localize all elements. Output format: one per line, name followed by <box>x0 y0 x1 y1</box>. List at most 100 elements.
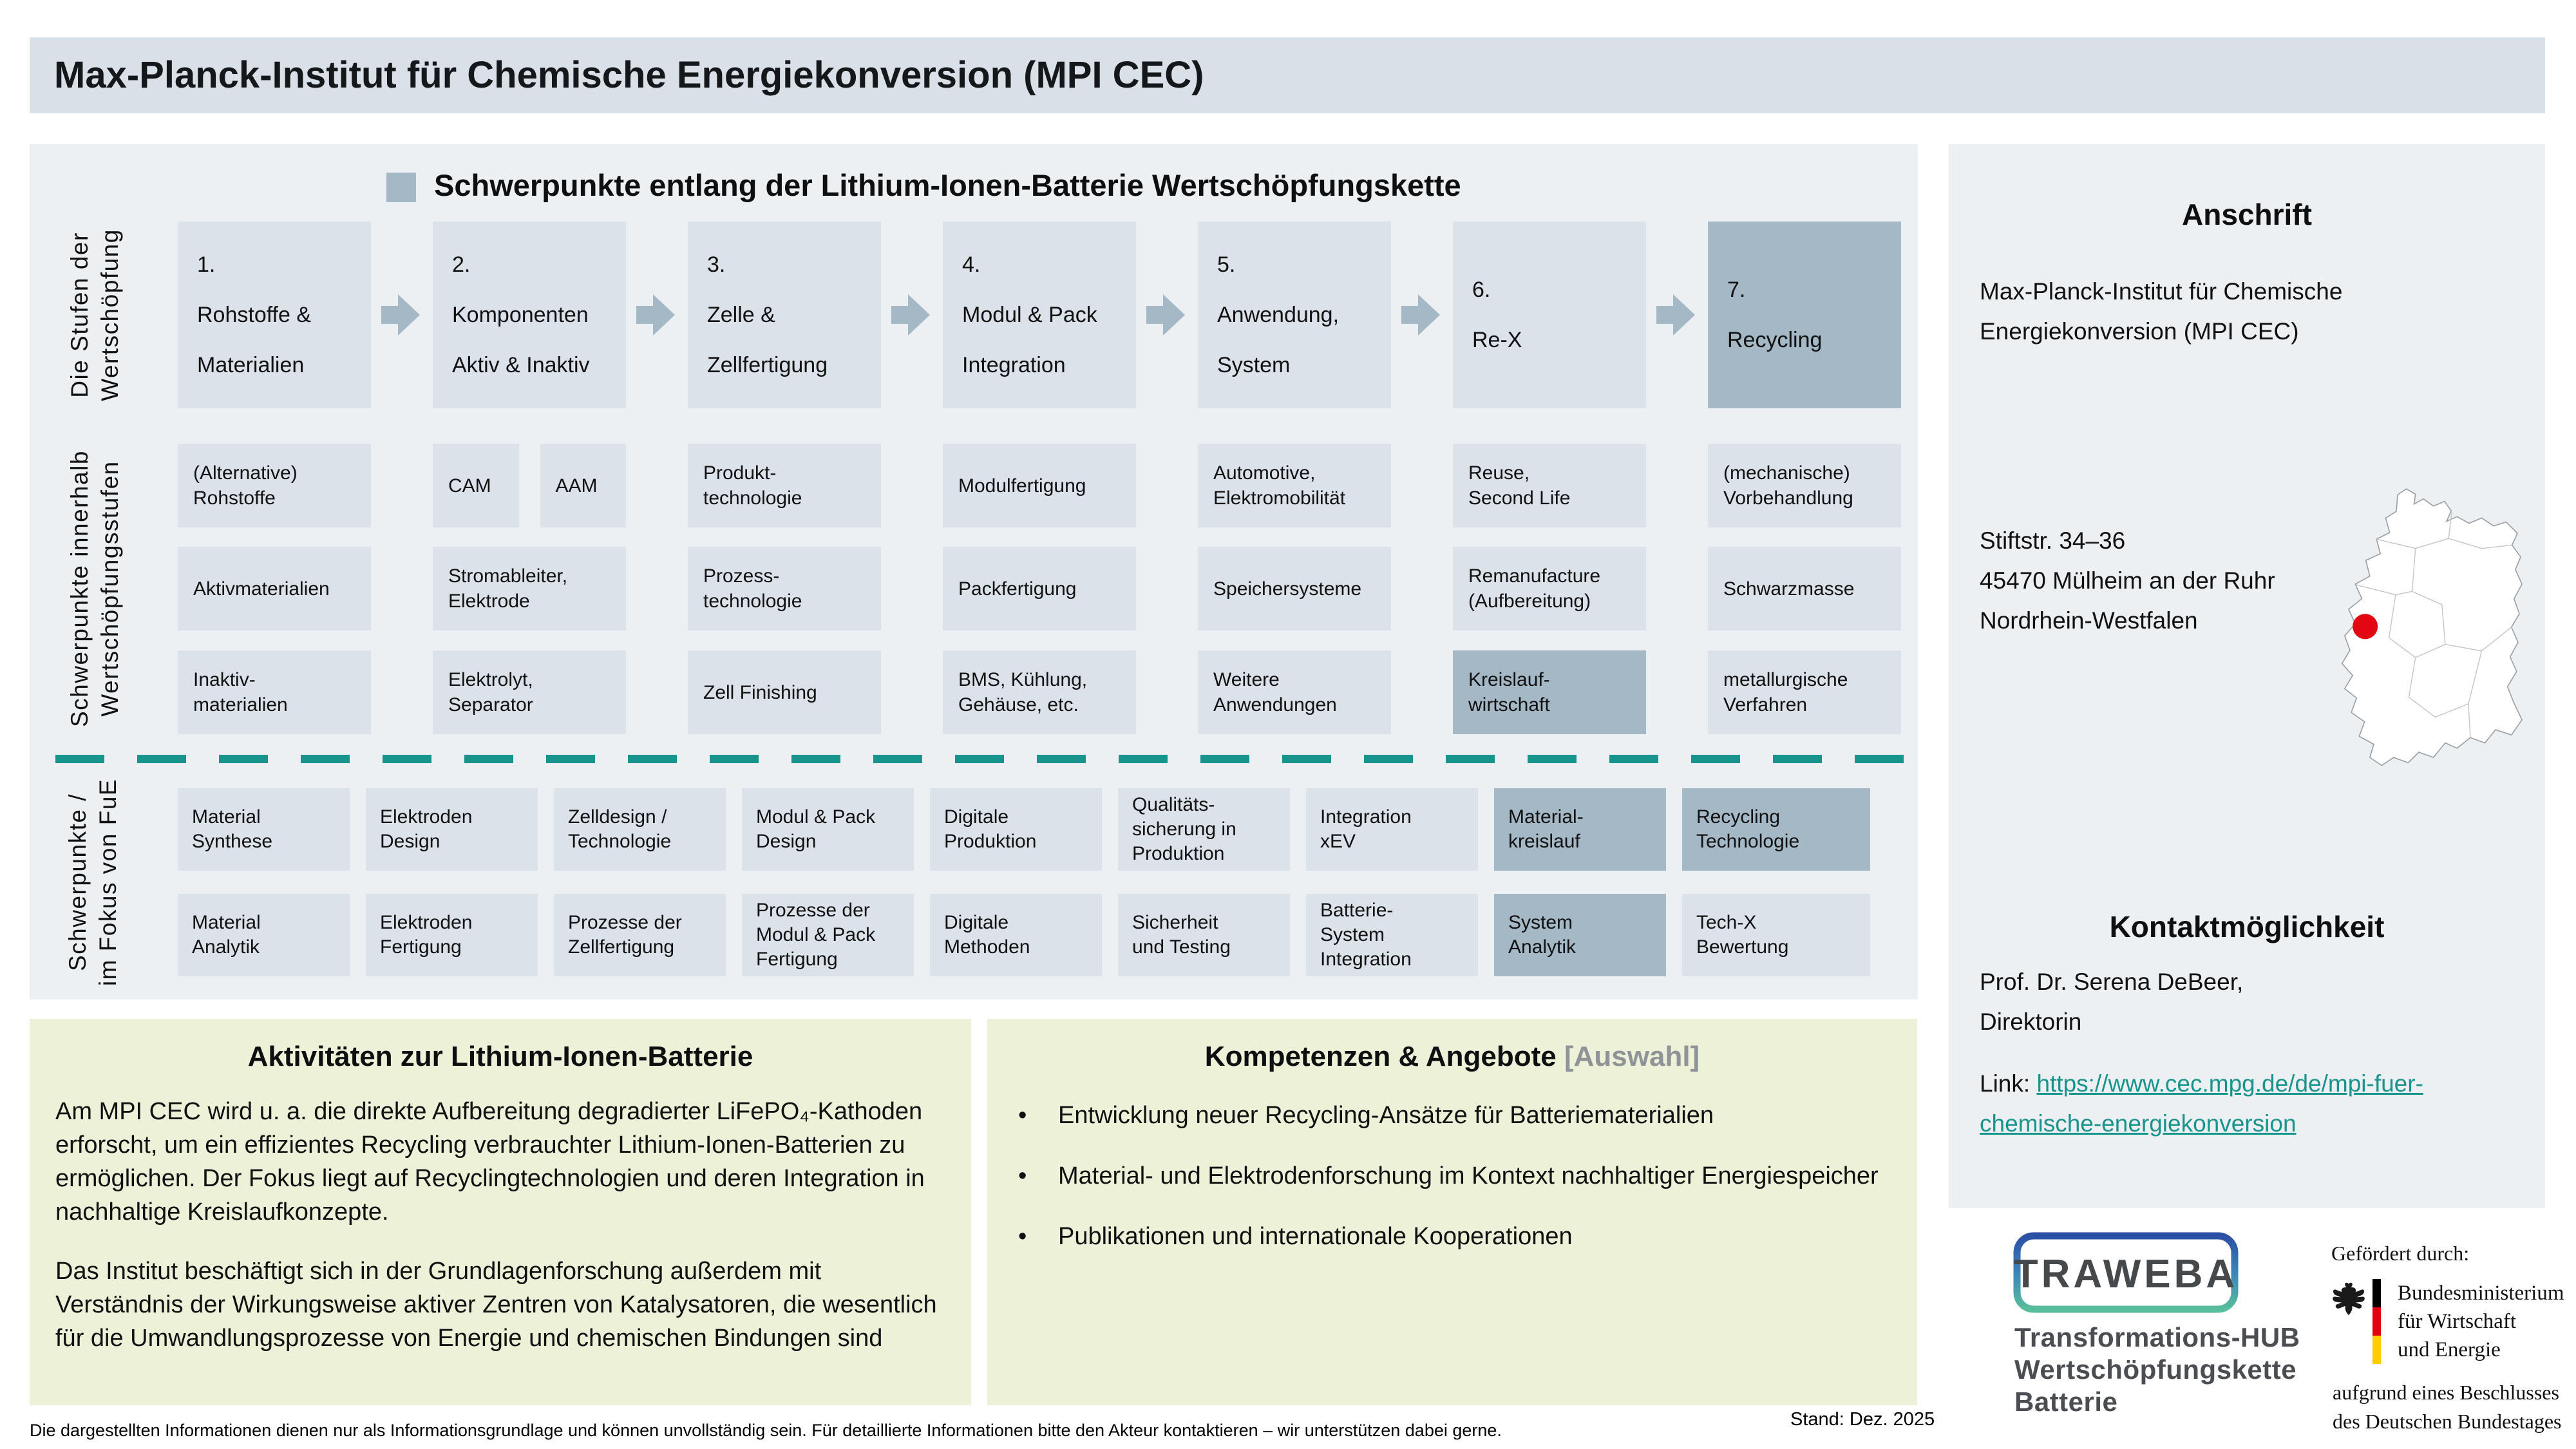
fue-box: Qualitäts- sicherung in Produktion <box>1118 788 1290 871</box>
fue-box: Modul & Pack Design <box>742 788 914 871</box>
activities-body: Am MPI CEC wird u. a. die direkte Aufber… <box>55 1095 945 1381</box>
ministry-logo: Bundesministerium für Wirtschaft und Ene… <box>2331 1279 2564 1364</box>
mid-row-3: Inaktiv- materialien Elektrolyt, Separat… <box>178 650 1901 734</box>
row-label-stages: Die Stufen der Wertschöpfung <box>66 229 123 401</box>
fue-row-1: Material Synthese Elektroden Design Zell… <box>178 788 1870 871</box>
fue-box: Material Synthese <box>178 788 350 871</box>
list-item: • Publikationen und internationale Kooper… <box>1018 1220 1879 1253</box>
bullet-icon: • <box>1018 1102 1027 1129</box>
funded-by-label: Gefördert durch: <box>2331 1242 2470 1265</box>
row-label-fue: Schwerpunkte / im Fokus von FuE <box>64 778 121 987</box>
mid-box: Reuse, Second Life <box>1453 444 1646 527</box>
arrow-right-icon <box>1391 222 1453 408</box>
list-item: • Entwicklung neuer Recycling-Ansätze für… <box>1018 1099 1879 1132</box>
mid-box: Aktivmaterialien <box>178 547 371 630</box>
fue-box: Prozesse der Zellfertigung <box>554 894 726 976</box>
stage-box-5: 5. Anwendung, System <box>1198 222 1391 408</box>
diagram-header: Schwerpunkte entlang der Lithium-Ionen-B… <box>434 168 1461 202</box>
mid-box: (mechanische) Vorbehandlung <box>1708 444 1901 527</box>
mid-box: Produkt- technologie <box>688 444 881 527</box>
flag-stripe-icon <box>2372 1279 2381 1364</box>
activities-title: Aktivitäten zur Lithium-Ionen-Batterie <box>247 1041 753 1072</box>
arrow-right-icon <box>1136 222 1198 408</box>
mid-row-2: Aktivmaterialien Stromableiter, Elektrod… <box>178 547 1901 630</box>
fue-box: Batterie- System Integration <box>1306 894 1478 976</box>
institute-link[interactable]: https://www.cec.mpg.de/de/mpi-fuer-chemi… <box>1980 1070 2423 1137</box>
mid-box: Weitere Anwendungen <box>1198 650 1391 734</box>
anschrift-heading: Anschrift <box>2182 198 2312 231</box>
mid-box: Elektrolyt, Separator <box>433 650 626 734</box>
arrow-right-icon <box>626 222 688 408</box>
sidebar: Anschrift Max-Planck-Institut für Chemis… <box>1949 144 2545 1208</box>
stage-box-7-recycling: 7. Recycling <box>1708 222 1901 408</box>
fue-box-materialkreislauf: Material- kreislauf <box>1494 788 1666 871</box>
fue-box: Tech-X Bewertung <box>1682 894 1870 976</box>
mid-box: (Alternative) Rohstoffe <box>178 444 371 527</box>
contact-person: Prof. Dr. Serena DeBeer, Direktorin <box>1980 969 2244 1035</box>
decree-note: aufgrund eines Beschlusses des Deutschen… <box>2333 1381 2562 1433</box>
federal-eagle-icon <box>2333 1282 2365 1316</box>
stage-box-1: 1. Rohstoffe & Materialien <box>178 222 371 408</box>
funded-by-block: Gefördert durch: Bundesministerium für W… <box>2331 1242 2564 1433</box>
fue-box: Digitale Methoden <box>930 894 1102 976</box>
footer-disclaimer: Die dargestellten Informationen dienen n… <box>30 1421 1502 1440</box>
competencies-title-suffix: [Auswahl] <box>1564 1041 1700 1072</box>
mid-row-1: (Alternative) Rohstoffe CAM AAM Produkt-… <box>178 444 1901 527</box>
row-label-within: Schwerpunkte innerhalb Wertschöpfungsstu… <box>66 450 123 727</box>
traweba-logo: TRAWEBA <box>2012 1231 2239 1315</box>
street-address: Stiftstr. 34–36 45470 Mülheim an der Ruh… <box>1980 527 2275 634</box>
org-name: Max-Planck-Institut für Chemische Energi… <box>1980 278 2343 345</box>
activities-block: Aktivitäten zur Lithium-Ionen-Batterie A… <box>30 1019 971 1405</box>
bullet-icon: • <box>1018 1223 1027 1250</box>
germany-map <box>2316 486 2528 777</box>
mid-box: Packfertigung <box>943 547 1136 630</box>
fue-box: Integration xEV <box>1306 788 1478 871</box>
mid-box: metallurgische Verfahren <box>1708 650 1901 734</box>
stage-box-4: 4. Modul & Pack Integration <box>943 222 1136 408</box>
mid-box: BMS, Kühlung, Gehäuse, etc. <box>943 650 1136 734</box>
mid-box-aam: AAM <box>540 444 626 527</box>
mid-box: Remanufacture (Aufbereitung) <box>1453 547 1646 630</box>
mid-box: Prozess- technologie <box>688 547 881 630</box>
fue-row-2: Material Analytik Elektroden Fertigung P… <box>178 894 1870 976</box>
competencies-title: Kompetenzen & Angebote [Auswahl] <box>1204 1041 1700 1072</box>
link-line: Link: https://www.cec.mpg.de/de/mpi-fuer… <box>1980 1064 2527 1144</box>
mid-box: Modulfertigung <box>943 444 1136 527</box>
mid-box-kreislaufwirtschaft: Kreislauf- wirtschaft <box>1453 650 1646 734</box>
fue-box: Zelldesign / Technologie <box>554 788 726 871</box>
stage-box-3: 3. Zelle & Zellfertigung <box>688 222 881 408</box>
fue-box: Elektroden Fertigung <box>366 894 538 976</box>
mid-box: Zell Finishing <box>688 650 881 734</box>
bullet-icon: • <box>1018 1162 1027 1189</box>
kontakt-heading: Kontaktmöglichkeit <box>2109 910 2385 943</box>
status-date: Stand: Dez. 2025 <box>1790 1409 1935 1430</box>
fue-box: Material Analytik <box>178 894 350 976</box>
fue-box: Digitale Produktion <box>930 788 1102 871</box>
mid-box: Inaktiv- materialien <box>178 650 371 734</box>
ministry-name: Bundesministerium für Wirtschaft und Ene… <box>2398 1282 2564 1361</box>
competencies-block: Kompetenzen & Angebote [Auswahl] • Entwic… <box>987 1019 1917 1405</box>
mid-box: Speichersysteme <box>1198 547 1391 630</box>
arrow-right-icon <box>881 222 943 408</box>
fue-box-recycling-technologie: Recycling Technologie <box>1682 788 1870 871</box>
fue-box: Elektroden Design <box>366 788 538 871</box>
header-bullet-square <box>386 173 416 202</box>
traweba-subtitle: Transformations-HUB Wertschöpfungskette … <box>2014 1322 2300 1417</box>
location-dot <box>2353 614 2378 639</box>
mid-box: Automotive, Elektromobilität <box>1198 444 1391 527</box>
fue-box: Sicherheit und Testing <box>1118 894 1290 976</box>
mid-box: Schwarzmasse <box>1708 547 1901 630</box>
stage-row: 1. Rohstoffe & Materialien 2. Komponente… <box>178 222 1901 408</box>
page-title: Max-Planck-Institut für Chemische Energi… <box>54 54 1204 96</box>
activities-paragraph-2: Das Institut beschäftigt sich in der Gru… <box>55 1258 937 1352</box>
stage-box-2: 2. Komponenten Aktiv & Inaktiv <box>433 222 626 408</box>
arrow-right-icon <box>371 222 433 408</box>
link-label: Link: <box>1980 1070 2037 1097</box>
mid-box: Stromableiter, Elektrode <box>433 547 626 630</box>
title-bar: Max-Planck-Institut für Chemische Energi… <box>30 37 2545 113</box>
teal-dashed-divider <box>55 755 1904 763</box>
germany-outline <box>2341 488 2523 766</box>
value-chain-diagram-panel: Schwerpunkte entlang der Lithium-Ionen-B… <box>30 144 1918 999</box>
competencies-list: • Entwicklung neuer Recycling-Ansätze für… <box>1018 1099 1879 1280</box>
